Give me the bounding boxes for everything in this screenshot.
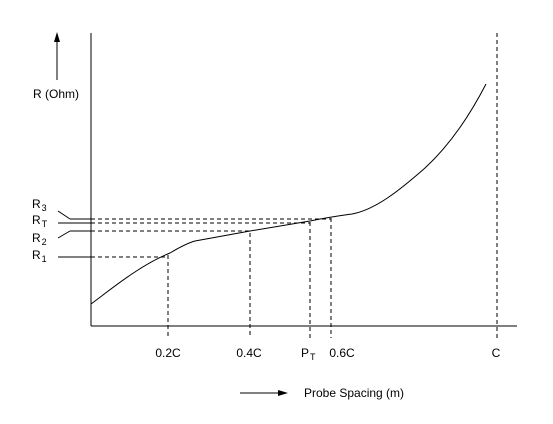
y-axis-label: R (Ohm) (33, 87, 79, 101)
x-axis-label: Probe Spacing (m) (304, 386, 404, 400)
r3-connector (57, 210, 71, 220)
label-r2-sub: 2 (42, 237, 47, 247)
tick-label-c: C (492, 346, 501, 360)
label-r1-main: R (32, 248, 41, 262)
tick-label-pt: PT (301, 346, 316, 362)
tick-label-0.4c: 0.4C (236, 346, 262, 360)
y-axis-arrow-icon (54, 32, 60, 80)
resistance-curve (90, 83, 487, 305)
tick-label-0.6c: 0.6C (329, 346, 355, 360)
label-r3: R3 (32, 197, 47, 213)
label-r1-sub: 1 (42, 254, 47, 264)
tick-label-0.2c: 0.2C (155, 346, 181, 360)
label-r1: R1 (32, 248, 47, 264)
label-rt-main: R (32, 213, 41, 227)
label-r3-main: R (32, 197, 41, 211)
tick-label-pt-main: P (301, 346, 309, 360)
r2-connector (57, 230, 71, 239)
label-rt-sub: T (42, 219, 48, 229)
label-r3-sub: 3 (42, 203, 47, 213)
label-r2-main: R (32, 231, 41, 245)
x-axis-arrow-icon (240, 390, 288, 396)
tick-label-pt-sub: T (310, 352, 316, 362)
label-rt: RT (32, 213, 48, 229)
label-r2: R2 (32, 231, 47, 247)
